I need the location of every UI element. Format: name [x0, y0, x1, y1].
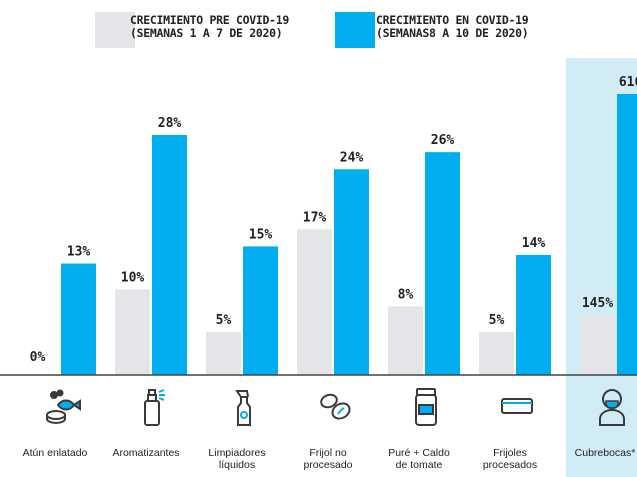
- cleaner-bottle-icon: [224, 385, 264, 429]
- bar-pre-6: [580, 315, 615, 375]
- data-label-covid-6: 616%: [619, 75, 637, 90]
- bar-covid-4: [425, 152, 460, 375]
- data-label-pre-1: 10%: [121, 270, 145, 285]
- category-label-4: Puré + Caldo de tomate: [388, 447, 450, 471]
- data-label-covid-2: 15%: [249, 227, 273, 242]
- data-label-pre-4: 8%: [398, 287, 414, 302]
- bar-pre-5: [479, 332, 514, 375]
- data-label-covid-1: 28%: [158, 116, 182, 131]
- bar-covid-2: [243, 246, 278, 375]
- bar-covid-5: [516, 255, 551, 375]
- bar-covid-3: [334, 169, 369, 375]
- bar-pre-2: [206, 332, 241, 375]
- data-label-covid-0: 13%: [67, 245, 91, 260]
- data-label-pre-2: 5%: [216, 313, 232, 328]
- bar-covid-6: [617, 94, 637, 375]
- bar-pre-4: [388, 306, 423, 375]
- category-label-5: Frijoles procesados: [482, 447, 538, 471]
- face-mask-person-icon: [592, 385, 632, 429]
- data-label-covid-4: 26%: [431, 133, 455, 148]
- data-label-pre-0: 0%: [30, 350, 46, 365]
- air-freshener-icon: [133, 385, 173, 429]
- category-label-1: Aromatizantes: [112, 447, 180, 459]
- legend-label-pre: CRECIMIENTO PRE COVID-19 (SEMANAS 1 A 7 …: [130, 13, 289, 40]
- bar-covid-0: [61, 263, 96, 375]
- bar-pre-1: [115, 289, 150, 375]
- legend-swatch-pre: [95, 12, 135, 48]
- legend-label-covid: CRECIMIENTO EN COVID-19 (SEMANAS8 A 10 D…: [376, 13, 529, 40]
- fish-can-icon: [42, 385, 82, 429]
- category-label-6: Cubrebocas*: [574, 447, 636, 459]
- data-label-covid-3: 24%: [340, 150, 364, 165]
- bar-covid-1: [152, 135, 187, 375]
- category-label-0: Atún enlatado: [22, 447, 88, 459]
- data-label-covid-5: 14%: [522, 236, 546, 251]
- data-label-pre-3: 17%: [303, 210, 327, 225]
- data-label-pre-6: 145%: [582, 296, 613, 311]
- category-label-3: Frijol no procesado: [303, 447, 353, 471]
- beans-icon: [315, 385, 355, 429]
- tray-icon: [497, 385, 537, 429]
- legend-swatch-covid: [335, 12, 375, 48]
- jar-icon: [406, 385, 446, 429]
- data-label-pre-5: 5%: [489, 313, 505, 328]
- category-label-2: Limpiadores líquidos: [208, 447, 266, 471]
- bar-pre-3: [297, 229, 332, 375]
